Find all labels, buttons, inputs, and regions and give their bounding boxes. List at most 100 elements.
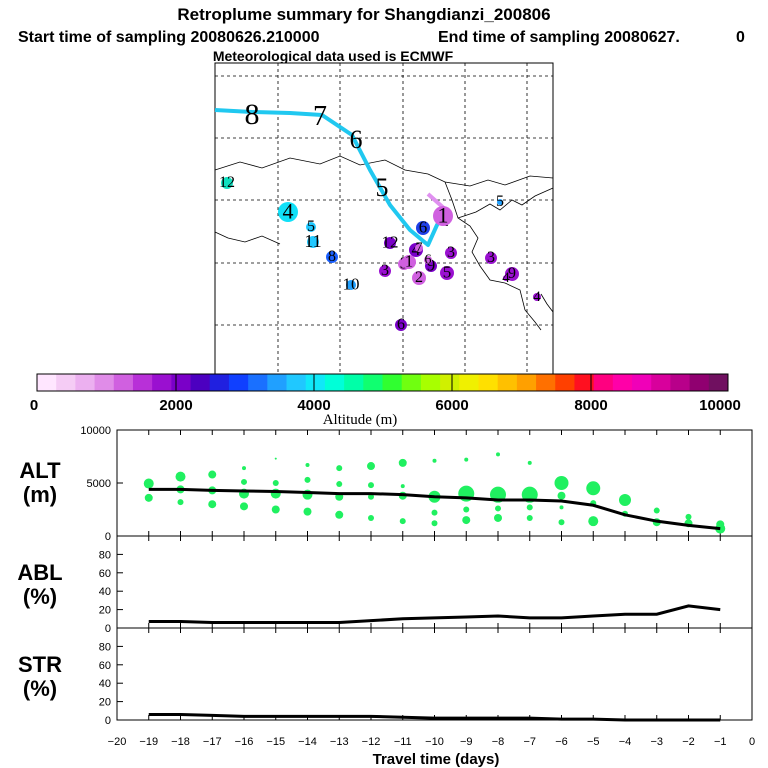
colorbar-cell	[689, 374, 710, 391]
alt-cluster-point	[303, 507, 312, 516]
x-tick-label: −20	[108, 736, 127, 748]
alt-cluster-point	[400, 484, 405, 489]
map-cluster-label: 9	[508, 265, 516, 282]
map-cluster-label: 1	[405, 252, 414, 271]
map-cluster-label: 9	[427, 256, 436, 275]
alt-cluster-point	[526, 504, 533, 511]
x-tick-label: −16	[235, 736, 254, 748]
str-y-tick-label: 60	[99, 660, 111, 672]
alt-cluster-point	[463, 506, 470, 513]
colorbar-cell	[632, 374, 652, 391]
end-time-suffix: 0	[736, 29, 745, 46]
alt-cluster-point	[208, 470, 217, 479]
colorbar-cell	[651, 374, 671, 391]
map-cluster-dot	[445, 247, 457, 259]
alt-y-tick-label: 10000	[80, 425, 111, 437]
map-cluster-dot	[326, 251, 338, 263]
x-tick-label: −19	[139, 736, 158, 748]
alt-panel: 10000 5000 0 ALT(m)	[19, 425, 753, 543]
colorbar-tick-label: 4000	[297, 397, 330, 414]
map-cluster-label: 5	[443, 263, 452, 282]
str-y-tick-label: 40	[99, 678, 111, 690]
alt-cluster-point	[272, 480, 279, 486]
colorbar-cell	[305, 374, 326, 391]
alt-cluster-point	[368, 482, 374, 489]
alt-cluster-point	[271, 505, 280, 514]
colorbar-tick-label: 2000	[159, 397, 192, 414]
colorbar-cell	[324, 374, 345, 391]
map-cluster: 3	[485, 249, 497, 266]
colorbar-cell	[94, 374, 115, 391]
map-cluster-label: 1	[438, 202, 449, 227]
alt-cluster-point	[526, 514, 533, 521]
alt-cluster-point	[685, 513, 692, 520]
colorbar-cell	[478, 374, 499, 391]
colorbar-cell	[555, 374, 575, 391]
map-cluster: 8	[326, 248, 338, 265]
colorbar-tick-label: 8000	[574, 397, 607, 414]
map-cluster-label: 4	[533, 289, 541, 305]
alt-cluster-point	[588, 516, 599, 527]
map-cluster: 3	[445, 244, 457, 261]
map-cluster-label: 4	[502, 270, 510, 286]
map-cluster-dot	[412, 271, 426, 285]
colorbar-cell	[401, 374, 422, 391]
panel-frame	[116, 627, 753, 721]
x-tick-label: −4	[619, 736, 632, 748]
map-cluster-dot	[346, 280, 356, 290]
alt-cluster-point	[335, 510, 344, 519]
alt-cluster-point	[557, 491, 566, 500]
map-cluster-label: 8	[328, 248, 336, 265]
alt-cluster-point	[175, 471, 186, 482]
map-cluster-dot	[533, 293, 541, 301]
x-axis-title: Travel time (days)	[373, 751, 500, 768]
map-cluster-dot	[497, 199, 503, 205]
path-day-label: 8	[245, 98, 260, 131]
alt-panel-label: ALT	[19, 458, 61, 483]
x-tick-label: −12	[362, 736, 381, 748]
alt-unit-label: (m)	[23, 482, 57, 507]
alt-cluster-point	[398, 458, 407, 467]
str-line	[148, 712, 721, 722]
map-cluster: 10	[343, 275, 360, 294]
map-cluster: 6	[416, 218, 430, 237]
alt-cluster-point	[242, 466, 246, 471]
map-cluster-label: 6	[419, 218, 428, 237]
alt-cluster-point	[367, 462, 375, 471]
map-cluster: 4	[502, 270, 510, 286]
alt-clusters	[143, 452, 726, 534]
x-tick-label: −5	[587, 736, 600, 748]
map-cluster-dot	[278, 202, 298, 222]
map-cluster-dot	[402, 255, 416, 269]
colorbar-tick-label: 10000	[699, 397, 741, 414]
alt-median-line	[148, 487, 721, 531]
colorbar-cell	[516, 374, 537, 391]
colorbar-cell	[363, 374, 383, 391]
x-tick-label: −8	[492, 736, 505, 748]
alt-cluster-point	[495, 505, 501, 512]
colorbar-cell	[440, 374, 460, 391]
map-cluster-label: 12	[382, 233, 399, 252]
map-cluster: 12	[219, 174, 235, 191]
colorbar-cell	[37, 374, 57, 391]
alt-cluster-point	[336, 465, 343, 472]
map-cluster-label: 2	[415, 269, 423, 286]
map-cluster: 5	[496, 193, 504, 210]
str-panel: 80 60 40 20 0 STR(%)	[18, 627, 753, 727]
alt-cluster-point	[241, 478, 247, 485]
map-cluster-label: 5	[496, 193, 504, 210]
alt-cluster-point	[177, 499, 184, 506]
abl-y-tick-label: 0	[105, 623, 111, 635]
colorbar-cell	[497, 374, 518, 391]
alt-cluster-point	[527, 460, 532, 465]
colorbar-cell	[593, 374, 614, 391]
map-cluster-dot	[433, 206, 453, 226]
map-cluster: 6	[424, 253, 432, 268]
map-cluster: 3	[379, 262, 391, 279]
colorbar-cell	[209, 374, 230, 391]
alt-cluster-point	[494, 513, 502, 522]
abl-line	[148, 604, 721, 624]
map-cluster-label: 3	[381, 262, 389, 279]
abl-panel: 80 60 40 20 0 ABL(%)	[17, 535, 753, 635]
str-y-tick-label: 80	[99, 641, 111, 653]
